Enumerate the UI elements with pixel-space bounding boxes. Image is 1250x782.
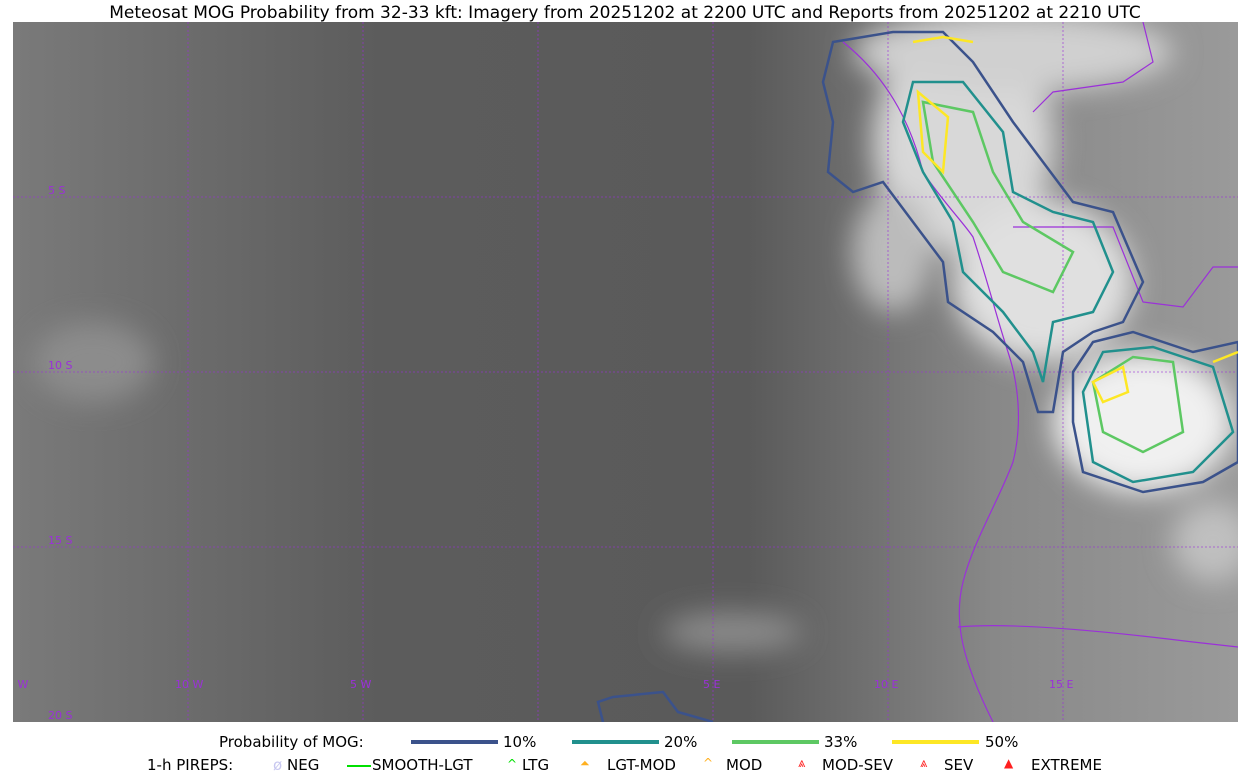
contour-20pct — [1081, 345, 1235, 484]
lat-label: 15 S — [48, 534, 72, 547]
lat-label: 10 S — [48, 359, 72, 372]
lat-label: 20 S — [48, 709, 72, 722]
smooth-lgt-icon — [347, 765, 371, 767]
lon-label: 5 E — [703, 678, 720, 691]
lon-label: 10 E — [874, 678, 898, 691]
lon-label: 15 E — [1049, 678, 1073, 691]
legend-label: 33% — [824, 733, 858, 751]
legend-label: MOD — [726, 756, 763, 774]
mod-sev-icon: ⩓ — [798, 756, 806, 771]
legend-label: SMOOTH-LGT — [372, 756, 473, 774]
contour-10pct — [821, 30, 1145, 414]
lon-label: 15 W — [13, 678, 28, 691]
swatch-10pct — [411, 740, 498, 744]
legend-label: MOD-SEV — [822, 756, 893, 774]
contour-20pct — [901, 80, 1115, 383]
legend-label: LGT-MOD — [607, 756, 676, 774]
contour-10pct — [1071, 330, 1238, 494]
legend-label: 50% — [985, 733, 1019, 751]
legend-label: SEV — [944, 756, 974, 774]
swatch-33pct — [732, 740, 819, 744]
mog-contours — [596, 30, 1238, 722]
satellite-map: 5 S 10 S 15 S 20 S 15 W 10 W 5 W 5 E 10 … — [13, 22, 1238, 722]
longitude-labels: 15 W 10 W 5 W 5 E 10 E 15 E — [13, 678, 1073, 691]
probability-legend-title: Probability of MOG: — [219, 733, 364, 751]
swatch-50pct — [892, 740, 979, 744]
lon-label: 10 W — [175, 678, 203, 691]
neg-icon: ø — [273, 756, 283, 774]
contour-33pct — [921, 100, 1075, 294]
latitude-labels: 5 S 10 S 15 S 20 S — [48, 184, 72, 722]
ltg-icon: ^ — [507, 757, 518, 771]
legend-label: NEG — [287, 756, 320, 774]
pireps-legend-title: 1-h PIREPS: — [147, 756, 234, 774]
legend-label: LTG — [522, 756, 550, 774]
lat-label: 5 S — [48, 184, 65, 197]
swatch-20pct — [572, 740, 659, 744]
chart-title: Meteosat MOG Probability from 32-33 kft:… — [109, 3, 1141, 23]
legend-label: 10% — [503, 733, 537, 751]
graticule — [13, 22, 1238, 722]
extreme-icon: ▲ — [1004, 756, 1014, 770]
contour-10pct — [596, 690, 714, 722]
sev-icon: ⩓ — [920, 756, 928, 771]
contour-33pct — [1091, 355, 1185, 454]
legend-label: EXTREME — [1031, 756, 1102, 774]
legend-label: 20% — [664, 733, 698, 751]
lon-label: 5 W — [350, 678, 371, 691]
lgt-mod-icon: ⏶ — [580, 756, 590, 770]
contour-50pct — [912, 35, 1238, 404]
mod-icon: ^ — [703, 756, 714, 770]
